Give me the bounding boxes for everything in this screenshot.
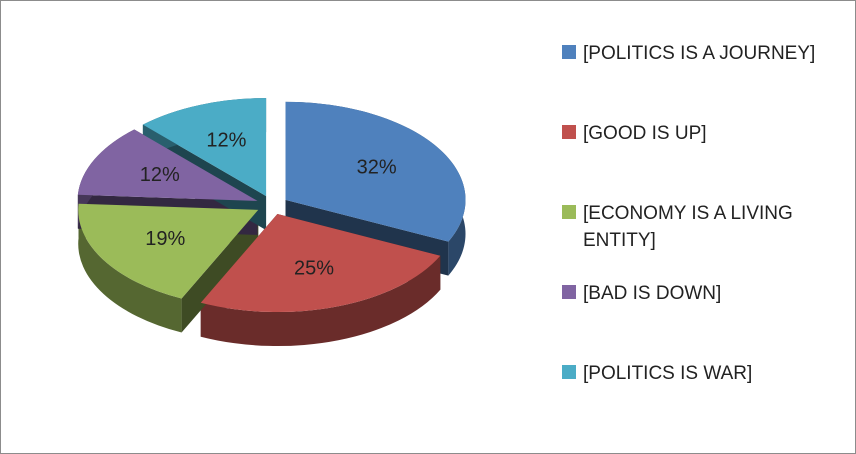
slice-rim bbox=[200, 255, 441, 347]
slice bbox=[285, 101, 466, 242]
slice-tops: 32% 25% 19% 12% 12% bbox=[77, 98, 466, 313]
data-label: 12% bbox=[140, 164, 180, 186]
slice-rim bbox=[78, 203, 182, 333]
legend-label: [BAD IS DOWN] bbox=[583, 283, 722, 304]
slice bbox=[77, 129, 258, 201]
data-label: 12% bbox=[206, 130, 246, 152]
legend-entry: [GOOD IS UP] bbox=[562, 120, 828, 147]
legend-label: [GOOD IS UP] bbox=[583, 123, 707, 144]
legend-swatch bbox=[562, 365, 576, 379]
legend-label: [POLITICS IS WAR] bbox=[583, 363, 753, 384]
data-label: 32% bbox=[357, 157, 397, 179]
legend-entry: [ECONOMY IS A LIVING ENTITY] bbox=[562, 200, 828, 254]
legend-swatch bbox=[562, 285, 576, 299]
legend-entry: [BAD IS DOWN] bbox=[562, 280, 828, 307]
slice bbox=[78, 203, 259, 299]
legend-swatch bbox=[562, 125, 576, 139]
data-label: 25% bbox=[294, 258, 334, 280]
legend-entry: [POLITICS IS WAR] bbox=[562, 360, 828, 387]
legend-entry: [POLITICS IS A JOURNEY] bbox=[562, 40, 828, 67]
legend-swatch bbox=[562, 205, 576, 219]
slice bbox=[200, 214, 441, 313]
legend-label: [POLITICS IS A JOURNEY] bbox=[583, 43, 816, 64]
legend-swatch bbox=[562, 45, 576, 59]
legend-label: [ECONOMY IS A LIVING ENTITY] bbox=[583, 203, 793, 251]
slice bbox=[142, 98, 267, 197]
data-label: 19% bbox=[145, 228, 185, 250]
